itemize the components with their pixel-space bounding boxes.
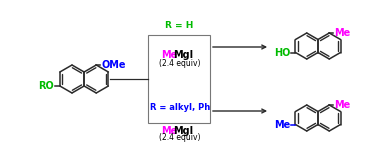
Text: MgI: MgI xyxy=(173,126,193,136)
Text: Me: Me xyxy=(274,119,290,130)
Text: Me: Me xyxy=(161,126,177,136)
Text: MgI: MgI xyxy=(173,50,193,60)
Text: OMe: OMe xyxy=(101,60,126,70)
Text: Me: Me xyxy=(334,100,350,110)
Text: R = alkyl, Ph: R = alkyl, Ph xyxy=(150,103,210,112)
Text: RO: RO xyxy=(38,81,54,91)
Bar xyxy=(148,35,210,123)
Text: Me: Me xyxy=(334,28,350,38)
Text: HO: HO xyxy=(274,48,290,58)
Text: (2.4 equiv): (2.4 equiv) xyxy=(159,134,201,143)
Text: Me: Me xyxy=(161,50,177,60)
Text: R = H: R = H xyxy=(165,21,193,30)
Text: (2.4 equiv): (2.4 equiv) xyxy=(159,58,201,67)
